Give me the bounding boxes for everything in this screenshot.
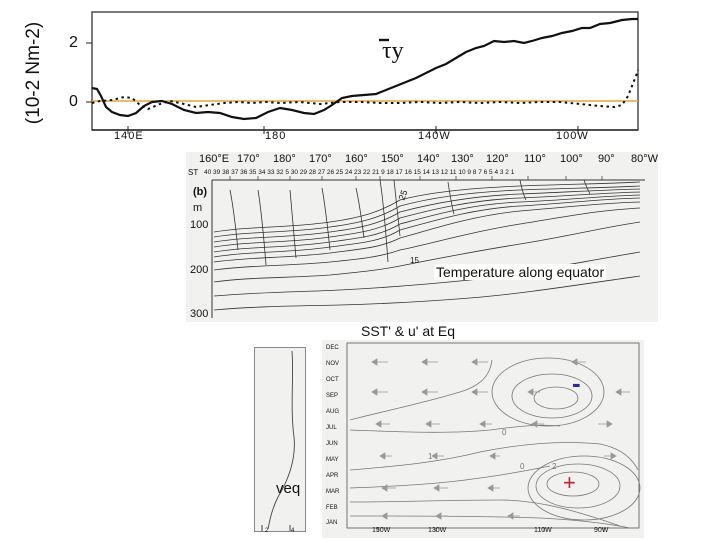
panel-c-title: SST' & u' at Eq: [361, 323, 456, 339]
panel-a-x-tick-140W: 140W: [418, 130, 451, 142]
depth-tick-300: 300: [190, 308, 209, 320]
station-prefix: ST: [188, 168, 199, 177]
sst-contours: [349, 357, 641, 529]
month-label: SEP: [326, 393, 339, 399]
panel-c-x-tick: 150W: [372, 527, 391, 534]
temperature-caption: Temperature along equator: [434, 264, 607, 280]
month-label: APR: [326, 473, 339, 479]
panel-b-plot: [211, 176, 645, 318]
panel-b-lon-tick: 150°: [381, 153, 404, 165]
panel-b-lon-tick: 130°: [451, 153, 474, 165]
panel-c-frame: [346, 342, 640, 529]
veq-label: veq: [276, 480, 301, 497]
veq-curve: [267, 350, 295, 530]
panel-c-x-tick: 130W: [428, 527, 447, 534]
month-label: OCT: [326, 377, 339, 383]
panel-a-y-tick-0: 0: [69, 93, 78, 110]
month-label: JUL: [326, 425, 337, 431]
negative-anomaly-sign: -: [572, 368, 581, 398]
tau-y-label: τy: [382, 38, 404, 64]
panel-a-x-tick-100W: 100W: [556, 130, 589, 142]
veq-plot: [261, 350, 295, 531]
month-label: JUN: [326, 441, 338, 447]
panel-b-lon-tick: 180°: [273, 153, 296, 165]
panel-c-x-tick: 90W: [594, 527, 609, 534]
contour-label-2: 2: [552, 462, 557, 471]
panel-a-y-tick-2: 2: [69, 34, 78, 51]
month-label: AUG: [326, 409, 340, 415]
tau-solid-curve: [91, 17, 638, 121]
contour-label-0b: 0: [520, 462, 525, 471]
contour-label-15: 15: [410, 256, 419, 265]
panel-b-lon-tick: 160°: [345, 153, 368, 165]
contour-label-0: 0: [502, 428, 507, 437]
depth-unit: m: [193, 202, 203, 214]
panel-b-lon-tick: 160°E: [199, 153, 230, 165]
panel-b-lon-tick: 110°: [524, 153, 546, 165]
month-label: MAY: [326, 457, 339, 463]
panel-b-lon-tick: 100°: [560, 153, 583, 165]
month-label: FEB: [326, 505, 338, 511]
panel-c-x-tick: 110W: [534, 527, 552, 534]
month-label: DEC: [326, 345, 339, 351]
month-label: MAR: [326, 489, 340, 495]
veq-tick-2: 2: [265, 528, 269, 534]
contour-label-1: 1: [428, 452, 433, 461]
panel-a-x-tick-180: 180: [265, 130, 287, 142]
depth-tick-200: 200: [190, 264, 209, 276]
panel-c-x-tick-marks: [377, 528, 605, 532]
isotherm-contours: [213, 179, 641, 311]
month-label: NOV: [326, 361, 340, 367]
station-ticks: [229, 176, 603, 180]
station-numbers: 40 39 38 37 36 35 34 33 32 5 30 29 28 27…: [204, 169, 515, 176]
panel-b-lon-tick: 90°: [598, 153, 615, 165]
veq-tick-4: 4: [291, 528, 295, 534]
veq-panel: [254, 347, 306, 532]
wind-arrows: [371, 358, 630, 520]
panel-b-lon-tick: 170°: [309, 153, 332, 165]
panel-b-lon-tick: 170°: [237, 153, 260, 165]
depth-tick-100: 100: [190, 219, 209, 231]
panel-b-lon-tick: 120°: [486, 153, 509, 165]
panel-b-lon-tick: 80°W: [631, 153, 659, 165]
panel-c-background: [322, 340, 644, 538]
month-label: JAN: [326, 520, 338, 526]
panel-a-plot: [86, 11, 639, 134]
panel-a-x-tick-140E: 140E: [114, 130, 144, 142]
panel-b-label: (b): [193, 186, 208, 198]
panel-b-lon-tick: 140°: [417, 153, 440, 165]
positive-anomaly-sign: +: [563, 470, 576, 495]
